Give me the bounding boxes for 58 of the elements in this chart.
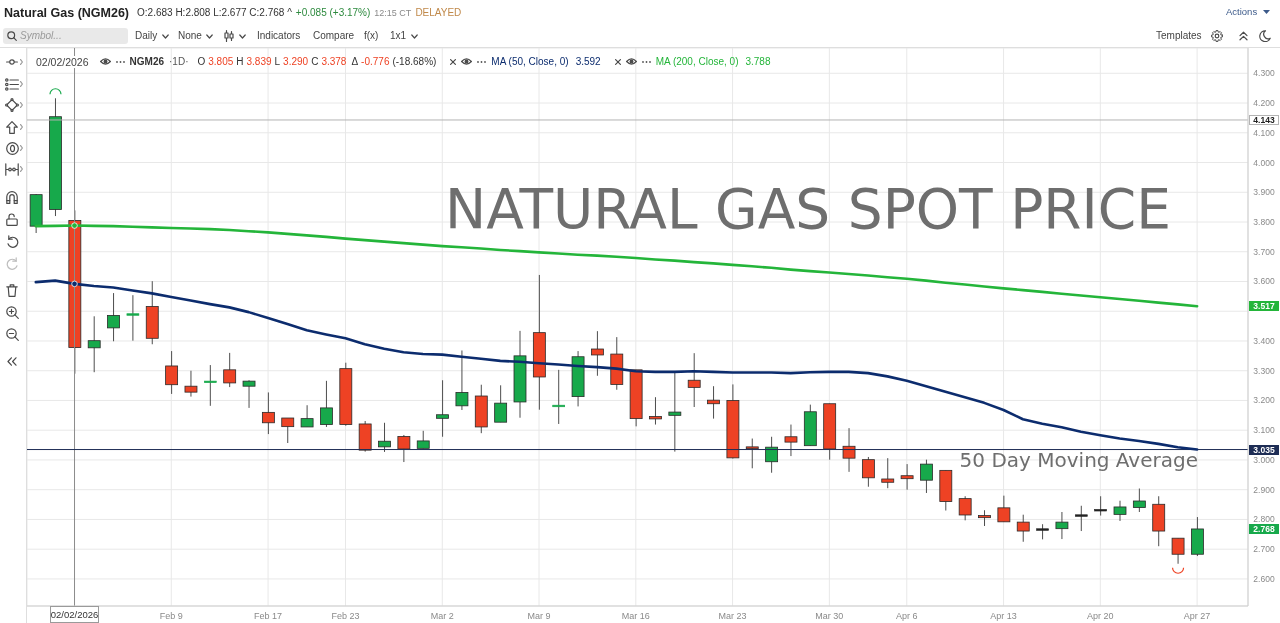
x-tick-label: Apr 20 [1087, 610, 1114, 621]
y-tick-label: 3.300 [1253, 365, 1275, 376]
y-tick-label: 3.600 [1253, 276, 1275, 287]
text: None [178, 30, 202, 43]
chart-subtitle: Natural Gas (NGM26) [4, 5, 130, 20]
text: Daily [135, 30, 158, 43]
text: 1x1 [390, 30, 407, 43]
annotation: 3.788 [745, 56, 771, 67]
y-tick-label: 4.200 [1253, 98, 1275, 109]
y-tick-label: 3.800 [1253, 217, 1275, 227]
y-tick-label: 3.200 [1253, 395, 1275, 406]
text: 3.517 [1249, 301, 1279, 312]
y-tick-label: 4.100 [1253, 127, 1275, 138]
annotation: NGM26 ·1D· [129, 56, 189, 67]
y-tick-label: 2.800 [1253, 514, 1275, 525]
x-tick-label: Mar 16 [621, 610, 650, 621]
text: O:2.683 H:2.808 L:2.677 C:2.768 ^ [137, 7, 292, 18]
text: Actions [1226, 5, 1258, 18]
y-tick-label: 3.700 [1253, 246, 1275, 257]
y-tick-label: 3.900 [1253, 187, 1275, 198]
text: MA (200, Close, 0) [655, 56, 739, 67]
text: Compare [313, 30, 355, 43]
text: 2.768 [1249, 523, 1279, 534]
x-tick-label: Feb 23 [331, 610, 360, 621]
annotation: 50 Day Moving Average [959, 448, 1198, 472]
x-tick-label: Feb 17 [254, 610, 283, 621]
y-tick-label: 4.000 [1253, 157, 1275, 168]
text: Templates [1156, 30, 1202, 43]
y-tick-label: 2.700 [1253, 544, 1275, 555]
text: NATURAL GAS SPOT PRICE [445, 176, 1171, 241]
y-tick-label: 3.100 [1253, 425, 1275, 436]
x-tick-label: Apr 27 [1183, 610, 1211, 621]
x-tick-label: Mar 9 [527, 610, 551, 621]
text: 12:15 CT [374, 7, 412, 18]
x-tick-label: 02/02/2026 [50, 609, 99, 620]
text: DELAYED [415, 7, 462, 18]
text: f(x) [364, 30, 379, 43]
x-tick-label: Feb 9 [159, 610, 183, 621]
x-tick-label: Apr 6 [896, 610, 918, 621]
y-tick-label: 4.300 [1253, 68, 1275, 79]
y-tick-label: 2.900 [1253, 484, 1275, 495]
text: Indicators [257, 30, 301, 43]
x-tick-label: Mar 23 [718, 610, 747, 621]
ref-line-label: 4.143 [1249, 114, 1279, 125]
annotation: Δ -0.776 (-18.68%) [351, 56, 437, 67]
text: 02/02/2026 [36, 55, 89, 68]
annotation: 3.592 [575, 56, 601, 67]
x-tick-label: Apr 13 [990, 610, 1017, 621]
search-field: Symbol... [3, 28, 128, 44]
text: MA (50, Close, 0) [491, 56, 569, 67]
y-tick-label: 3.400 [1253, 335, 1275, 346]
annotation: O 3.805 H 3.839 L 3.290 C 3.378 [197, 56, 347, 67]
y-tick-label: 3.000 [1253, 454, 1275, 465]
x-tick-label: Mar 30 [815, 610, 844, 621]
x-tick-label: Mar 2 [430, 610, 454, 621]
ref-line-label: 3.035 [1249, 444, 1279, 455]
y-tick-label: 2.600 [1253, 573, 1275, 584]
text: +0.085 (+3.17%) [295, 7, 371, 18]
